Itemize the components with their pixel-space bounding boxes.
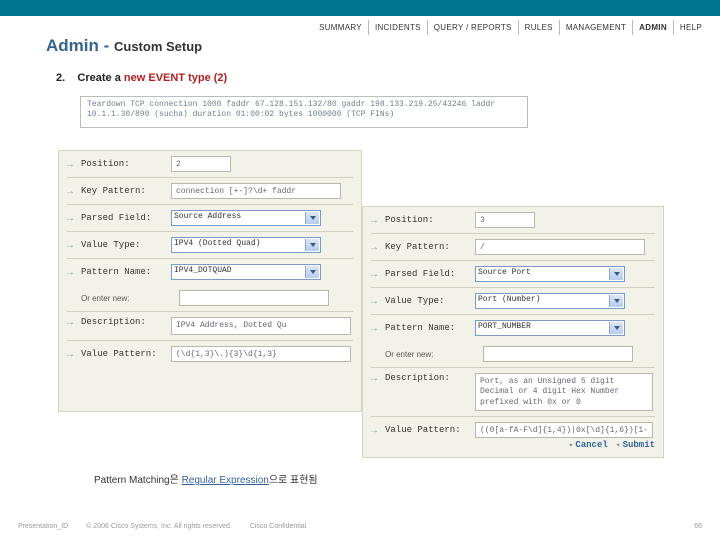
nav-rules[interactable]: RULES — [518, 20, 559, 35]
submit-icon: ✦ — [616, 441, 621, 450]
nav-query-reports[interactable]: QUERY / REPORTS — [427, 20, 518, 35]
step-text-a: Create a — [77, 72, 123, 84]
label-or-enter-new: Or enter new: — [65, 294, 175, 303]
key-pattern-input[interactable] — [475, 239, 645, 255]
cancel-icon: ✦ — [569, 441, 574, 450]
copyright: © 2006 Cisco Systems, Inc. All rights re… — [86, 523, 232, 530]
arrow-icon: → — [65, 349, 77, 360]
nav-management[interactable]: MANAGEMENT — [559, 20, 632, 35]
label-parsed-field: Parsed Field: — [385, 269, 471, 279]
arrow-icon: → — [65, 159, 77, 170]
parser-panel-left: → Position: → Key Pattern: → Parsed Field: S… — [58, 150, 362, 412]
label-value-type: Value Type: — [81, 240, 167, 250]
arrow-icon: → — [369, 323, 381, 334]
footnote: Pattern Matching은 Regular Expression으로 표… — [94, 471, 318, 486]
arrow-icon: → — [65, 240, 77, 251]
pattern-name-new-input[interactable] — [483, 346, 633, 362]
arrow-icon: → — [369, 373, 381, 384]
nav-help[interactable]: HELP — [673, 20, 708, 35]
page-heading: Admin - Custom Setup — [46, 36, 202, 56]
value-type-select[interactable]: Port (Number) — [475, 293, 625, 309]
pattern-name-select[interactable]: PORT_NUMBER — [475, 320, 625, 336]
label-value-pattern: Value Pattern: — [385, 425, 471, 435]
key-pattern-input[interactable] — [171, 183, 341, 199]
pattern-name-select[interactable]: IPV4_DOTQUAD — [171, 264, 321, 280]
label-value-pattern: Value Pattern: — [81, 349, 167, 359]
page-number: 66 — [694, 523, 702, 530]
presentation-id: Presentation_ID — [18, 523, 68, 530]
arrow-icon: → — [369, 425, 381, 436]
label-pattern-name: Pattern Name: — [81, 267, 167, 277]
position-input[interactable] — [171, 156, 231, 172]
label-key-pattern: Key Pattern: — [81, 186, 167, 196]
arrow-icon: → — [65, 317, 77, 328]
description-textarea[interactable]: IPV4 Address, Dotted Qu — [171, 317, 351, 335]
arrow-icon: → — [369, 296, 381, 307]
step-label: 2. Create a new EVENT type (2) — [56, 72, 227, 84]
step-text-b: new EVENT type (2) — [124, 72, 227, 84]
value-pattern-input[interactable] — [475, 422, 653, 438]
label-key-pattern: Key Pattern: — [385, 242, 471, 252]
arrow-icon: → — [369, 269, 381, 280]
position-input[interactable] — [475, 212, 535, 228]
value-type-select[interactable]: IPV4 (Dotted Quad) — [171, 237, 321, 253]
nav-admin[interactable]: ADMIN — [632, 20, 673, 35]
label-position: Position: — [385, 215, 471, 225]
description-textarea[interactable]: Port, as an Unsigned 5 digit Decimal or … — [475, 373, 653, 411]
step-num: 2. — [56, 72, 65, 84]
slide-footer: Presentation_ID © 2006 Cisco Systems, In… — [0, 523, 720, 530]
arrow-icon: → — [65, 267, 77, 278]
value-pattern-input[interactable] — [171, 346, 351, 362]
arrow-icon: → — [369, 215, 381, 226]
parsed-field-select[interactable]: Source Address — [171, 210, 321, 226]
top-bar — [0, 0, 720, 16]
parser-panel-right: → Position: → Key Pattern: → Parsed Field: S… — [362, 206, 664, 458]
nav-summary[interactable]: SUMMARY — [313, 20, 368, 35]
footnote-link: Regular Expression — [182, 475, 269, 486]
label-pattern-name: Pattern Name: — [385, 323, 471, 333]
label-parsed-field: Parsed Field: — [81, 213, 167, 223]
top-nav: SUMMARY INCIDENTS QUERY / REPORTS RULES … — [313, 20, 708, 35]
pattern-name-new-input[interactable] — [179, 290, 329, 306]
parsed-field-select[interactable]: Source Port — [475, 266, 625, 282]
cancel-button[interactable]: ✦Cancel — [569, 439, 608, 451]
heading-sub: Custom Setup — [114, 39, 202, 54]
label-or-enter-new: Or enter new: — [369, 350, 479, 359]
label-position: Position: — [81, 159, 167, 169]
nav-incidents[interactable]: INCIDENTS — [368, 20, 427, 35]
label-description: Description: — [81, 317, 167, 327]
confidential: Cisco Confidential — [250, 523, 306, 530]
submit-button[interactable]: ✦Submit — [616, 439, 655, 451]
heading-main: Admin - — [46, 36, 114, 55]
arrow-icon: → — [369, 242, 381, 253]
arrow-icon: → — [65, 186, 77, 197]
label-value-type: Value Type: — [385, 296, 471, 306]
arrow-icon: → — [65, 213, 77, 224]
log-sample-box: Teardown TCP connection 1000 faddr 67.12… — [80, 96, 528, 128]
label-description: Description: — [385, 373, 471, 383]
